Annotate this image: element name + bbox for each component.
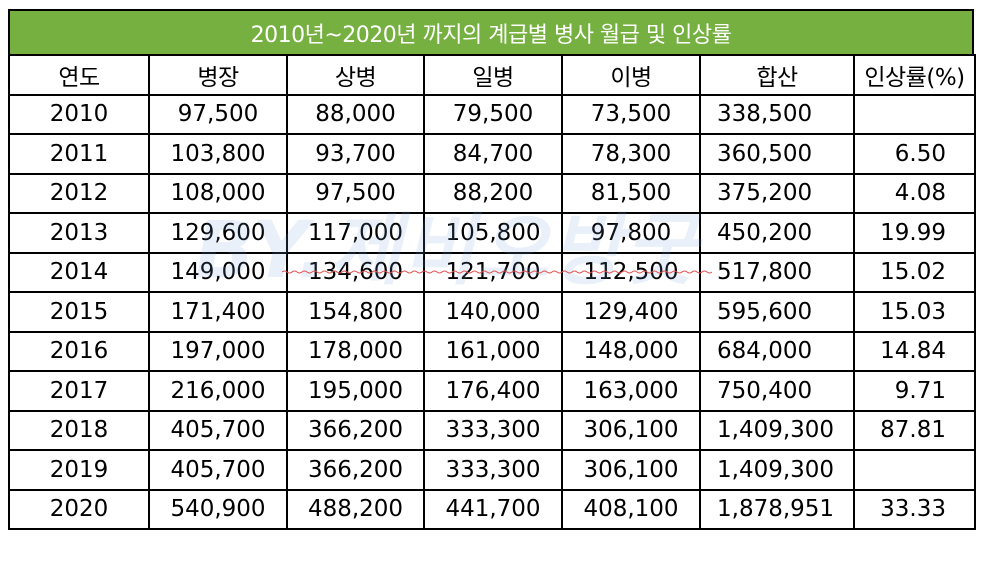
cell-private: 112,500 — [561, 251, 701, 293]
cell-corporal: 195,000 — [286, 370, 425, 412]
cell-private: 81,500 — [561, 172, 701, 214]
cell-corporal: 88,000 — [286, 93, 425, 135]
cell-total: 1,409,300 — [699, 409, 855, 451]
table-row: 2012 108,000 97,500 88,200 81,500 375,20… — [8, 172, 976, 214]
cell-private-first-class: 105,800 — [423, 212, 563, 254]
cell-total: 595,600 — [699, 291, 855, 333]
cell-corporal: 117,000 — [286, 212, 425, 254]
cell-sergeant: 171,400 — [148, 291, 288, 333]
cell-increase-rate: 19.99 — [853, 212, 976, 254]
cell-sergeant: 97,500 — [148, 93, 288, 135]
header-corporal: 상병 — [286, 54, 425, 96]
cell-increase-rate — [853, 449, 976, 491]
cell-corporal: 93,700 — [286, 133, 425, 175]
cell-private-first-class: 79,500 — [423, 93, 563, 135]
table-row: 2011 103,800 93,700 84,700 78,300 360,50… — [8, 133, 976, 175]
cell-sergeant: 108,000 — [148, 172, 288, 214]
cell-private: 306,100 — [561, 409, 701, 451]
cell-sergeant: 149,000 — [148, 251, 288, 293]
cell-corporal: 154,800 — [286, 291, 425, 333]
table-row: 2019 405,700 366,200 333,300 306,100 1,4… — [8, 449, 976, 491]
cell-year: 2016 — [8, 330, 150, 372]
cell-private-first-class: 333,300 — [423, 409, 563, 451]
cell-private: 78,300 — [561, 133, 701, 175]
cell-total: 517,800 — [699, 251, 855, 293]
cell-sergeant: 540,900 — [148, 488, 288, 530]
table-row: 2020 540,900 488,200 441,700 408,100 1,8… — [8, 488, 976, 530]
cell-year: 2012 — [8, 172, 150, 214]
cell-total: 750,400 — [699, 370, 855, 412]
cell-increase-rate: 14.84 — [853, 330, 976, 372]
cell-year: 2019 — [8, 449, 150, 491]
cell-increase-rate — [853, 93, 976, 135]
cell-private-first-class: 161,000 — [423, 330, 563, 372]
cell-year: 2010 — [8, 93, 150, 135]
cell-year: 2011 — [8, 133, 150, 175]
cell-increase-rate: 15.02 — [853, 251, 976, 293]
cell-private-first-class: 121,700 — [423, 251, 563, 293]
cell-year: 2020 — [8, 488, 150, 530]
cell-corporal: 134,600 — [286, 251, 425, 293]
table-row: 2015 171,400 154,800 140,000 129,400 595… — [8, 291, 976, 333]
table-row: 2017 216,000 195,000 176,400 163,000 750… — [8, 370, 976, 412]
cell-private: 408,100 — [561, 488, 701, 530]
cell-year: 2015 — [8, 291, 150, 333]
table-row: 2018 405,700 366,200 333,300 306,100 1,4… — [8, 409, 976, 451]
cell-corporal: 97,500 — [286, 172, 425, 214]
cell-year: 2014 — [8, 251, 150, 293]
cell-private: 163,000 — [561, 370, 701, 412]
cell-private: 306,100 — [561, 449, 701, 491]
cell-total: 1,409,300 — [699, 449, 855, 491]
cell-private-first-class: 88,200 — [423, 172, 563, 214]
cell-private: 129,400 — [561, 291, 701, 333]
cell-private-first-class: 441,700 — [423, 488, 563, 530]
header-private-first-class: 일병 — [423, 54, 563, 96]
cell-private-first-class: 84,700 — [423, 133, 563, 175]
cell-increase-rate: 9.71 — [853, 370, 976, 412]
cell-sergeant: 405,700 — [148, 449, 288, 491]
cell-private-first-class: 333,300 — [423, 449, 563, 491]
header-total: 합산 — [699, 54, 855, 96]
cell-year: 2017 — [8, 370, 150, 412]
header-increase-rate: 인상률(%) — [853, 54, 976, 96]
salary-table-sheet: 2010년~2020년 까지의 계급별 병사 월급 및 인상률 연도 병장 상병… — [8, 9, 976, 530]
cell-total: 1,878,951 — [699, 488, 855, 530]
header-row: 연도 병장 상병 일병 이병 합산 인상률(%) — [8, 54, 976, 96]
cell-increase-rate: 6.50 — [853, 133, 976, 175]
cell-private-first-class: 140,000 — [423, 291, 563, 333]
cell-year: 2013 — [8, 212, 150, 254]
cell-increase-rate: 15.03 — [853, 291, 976, 333]
cell-total: 684,000 — [699, 330, 855, 372]
header-sergeant: 병장 — [148, 54, 288, 96]
cell-private: 97,800 — [561, 212, 701, 254]
cell-corporal: 488,200 — [286, 488, 425, 530]
table-row: 2016 197,000 178,000 161,000 148,000 684… — [8, 330, 976, 372]
table-row: 2010 97,500 88,000 79,500 73,500 338,500 — [8, 93, 976, 135]
cell-sergeant: 197,000 — [148, 330, 288, 372]
salary-table: 연도 병장 상병 일병 이병 합산 인상률(%) 2010 97,500 88,… — [8, 54, 976, 530]
cell-sergeant: 129,600 — [148, 212, 288, 254]
cell-private: 73,500 — [561, 93, 701, 135]
header-year: 연도 — [8, 54, 150, 96]
table-title: 2010년~2020년 까지의 계급별 병사 월급 및 인상률 — [8, 9, 974, 54]
cell-total: 360,500 — [699, 133, 855, 175]
cell-total: 375,200 — [699, 172, 855, 214]
cell-corporal: 178,000 — [286, 330, 425, 372]
cell-total: 338,500 — [699, 93, 855, 135]
cell-sergeant: 405,700 — [148, 409, 288, 451]
cell-corporal: 366,200 — [286, 449, 425, 491]
cell-increase-rate: 87.81 — [853, 409, 976, 451]
cell-year: 2018 — [8, 409, 150, 451]
cell-total: 450,200 — [699, 212, 855, 254]
cell-corporal: 366,200 — [286, 409, 425, 451]
cell-increase-rate: 4.08 — [853, 172, 976, 214]
cell-private-first-class: 176,400 — [423, 370, 563, 412]
cell-sergeant: 103,800 — [148, 133, 288, 175]
cell-sergeant: 216,000 — [148, 370, 288, 412]
header-private: 이병 — [561, 54, 701, 96]
table-row: 2014 149,000 134,600 121,700 112,500 517… — [8, 251, 976, 293]
cell-private: 148,000 — [561, 330, 701, 372]
cell-increase-rate: 33.33 — [853, 488, 976, 530]
table-row: 2013 129,600 117,000 105,800 97,800 450,… — [8, 212, 976, 254]
